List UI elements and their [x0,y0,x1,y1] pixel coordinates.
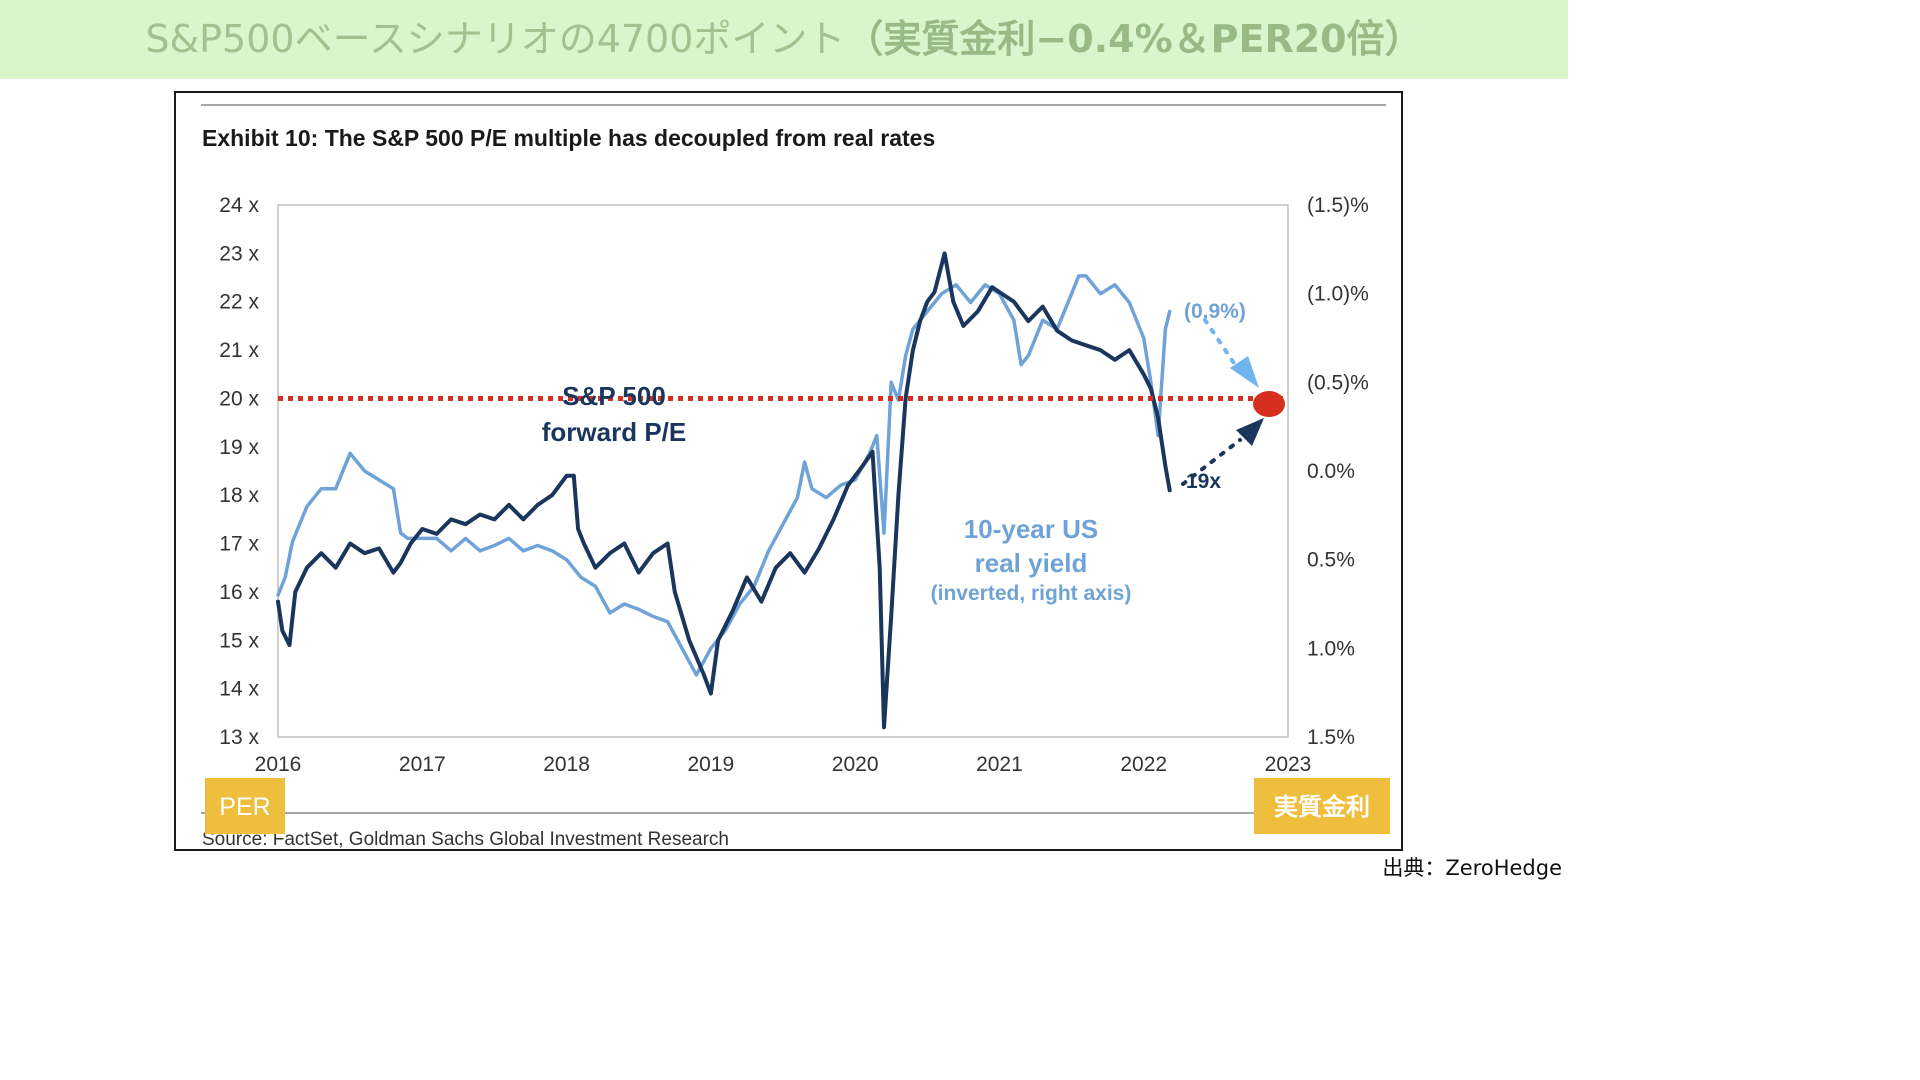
left-tick-label: 14 x [219,678,259,701]
pe-arrow-head [1236,418,1264,446]
left-tick-label: 24 x [219,194,259,217]
pe-label-line1: S&P 500 [562,381,666,411]
real-rate-badge-label: 実質金利 [1274,793,1370,821]
yield-label-line1: 10-year US [964,514,1098,544]
yield-label-line2: real yield [975,548,1088,578]
banner-title: S&P500ベースシナリオの4700ポイント（実質金利−0.4%＆PER20倍） [0,0,1568,79]
banner-title-main: S&P500ベースシナリオの4700ポイント [145,17,846,61]
x-tick-label: 2016 [255,753,302,776]
x-tick-label: 2020 [832,753,879,776]
x-tick-label: 2018 [543,753,590,776]
x-tick-label: 2023 [1265,753,1312,776]
left-tick-label: 15 x [219,629,259,652]
per-badge [205,778,285,834]
credit-zerohedge: 出典：ZeroHedge [1382,856,1562,880]
left-axis: 24 x 23 x 22 x 21 x 20 x 19 x 18 x 17 x 16 x 15 x… [219,194,259,749]
pe-end-label: 19x [1186,470,1221,493]
pe-arrow [1181,438,1242,486]
yield-arrow [1203,318,1242,374]
x-tick-label: 2021 [976,753,1023,776]
left-tick-label: 19 x [219,436,259,459]
yield-arrow-head [1230,356,1259,388]
left-tick-label: 20 x [219,387,259,410]
left-tick-label: 21 x [219,339,259,362]
chart-frame [174,91,1403,851]
chart-source: Source: FactSet, Goldman Sachs Global In… [202,829,729,850]
left-tick-label: 23 x [219,242,259,265]
left-tick-label: 13 x [219,726,259,749]
left-tick-label: 16 x [219,581,259,604]
right-tick-label: (1.5)% [1307,194,1369,217]
chart-title: Exhibit 10: The S&P 500 P/E multiple has… [202,125,935,151]
banner-title-emphasis: （実質金利−0.4%＆PER20倍） [845,17,1423,61]
x-tick-label: 2017 [399,753,446,776]
title-banner [0,0,1568,79]
right-tick-label: (1.0)% [1307,283,1369,306]
pe-label-line2: forward P/E [542,417,686,447]
right-tick-label: 0.5% [1307,549,1355,572]
series-layer [276,251,1172,730]
right-tick-label: 0.0% [1307,460,1355,483]
target-point-marker [1253,391,1285,417]
x-tick-label: 2022 [1120,753,1167,776]
yield-label-line3: (inverted, right axis) [931,582,1132,605]
plot-area [277,204,1289,738]
right-tick-label: 1.5% [1307,726,1355,749]
x-axis: 2016 2017 2018 2019 2020 2021 2022 2023 [255,753,1312,776]
yield-end-label: (0.9%) [1184,300,1246,323]
right-axis: (1.5)% (1.0)% (0.5)% 0.0% 0.5% 1.0% 1.5% [1307,194,1369,749]
pe-vs-real-yield-chart: Exhibit 10: The S&P 500 P/E multiple has… [201,104,1390,850]
left-tick-label: 18 x [219,484,259,507]
right-tick-label: 1.0% [1307,637,1355,660]
real-yield-series-line [276,274,1172,677]
x-tick-label: 2019 [687,753,734,776]
pe-series-line [276,251,1172,730]
left-tick-label: 17 x [219,533,259,556]
left-tick-label: 22 x [219,291,259,314]
per-badge-label: PER [219,793,270,821]
real-rate-badge [1254,778,1390,834]
right-tick-label: (0.5)% [1307,371,1369,394]
